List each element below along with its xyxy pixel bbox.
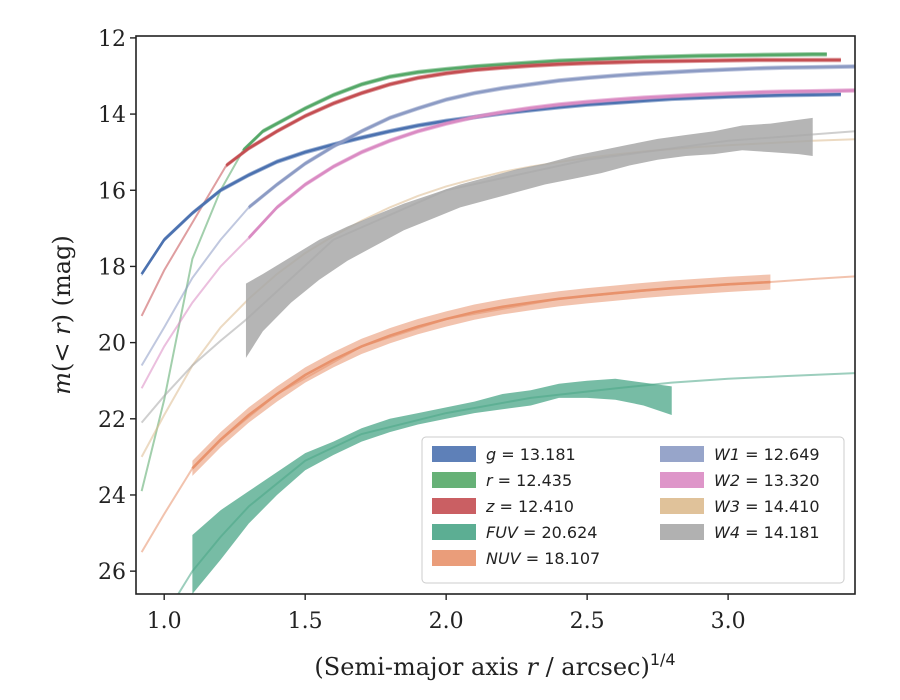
series-z-line bbox=[225, 58, 841, 167]
y-tick-label: 18 bbox=[98, 255, 126, 280]
series-w1-line bbox=[247, 65, 855, 209]
legend-swatch-nuv bbox=[432, 550, 476, 566]
series-w1-extrapolation bbox=[140, 206, 250, 366]
x-tick-label: 1.0 bbox=[147, 609, 182, 634]
legend-swatch-w4 bbox=[660, 524, 704, 540]
legend-label-w4: W4 = 14.181 bbox=[714, 523, 820, 542]
legend-swatch-r bbox=[432, 472, 476, 488]
x-axis-title: (Semi-major axis r / arcsec)1/4 bbox=[314, 650, 675, 681]
legend-label-r: r = 12.435 bbox=[486, 471, 572, 490]
legend-label-nuv: NUV = 18.107 bbox=[486, 549, 600, 568]
series-w2-line bbox=[247, 89, 855, 239]
series-r-line bbox=[242, 52, 827, 152]
x-tick-label: 1.5 bbox=[288, 609, 323, 634]
x-tick-label: 3.0 bbox=[711, 609, 746, 634]
legend-swatch-w1 bbox=[660, 446, 704, 462]
y-tick-label: 16 bbox=[98, 179, 126, 204]
series-nuv-band bbox=[192, 274, 771, 476]
y-axis-title: m(< r) (mag) bbox=[48, 235, 76, 395]
y-axis: 12 14 16 18 20 22 24 26 bbox=[98, 27, 136, 585]
series-w2-extrapolation bbox=[140, 237, 250, 389]
series-layer bbox=[140, 52, 855, 594]
plot-frame bbox=[135, 35, 856, 595]
y-tick-label: 22 bbox=[98, 408, 126, 433]
legend: g = 13.181 r = 12.435 z = 12.410 FUV = 20.6… bbox=[421, 436, 845, 584]
legend-label-w1: W1 = 12.649 bbox=[714, 445, 820, 464]
legend-swatch-z bbox=[432, 498, 476, 514]
legend-label-g: g = 13.181 bbox=[486, 445, 576, 464]
series-nuv-line bbox=[191, 280, 771, 470]
legend-label-z: z = 12.410 bbox=[485, 497, 574, 516]
series-w4-band bbox=[245, 117, 813, 358]
y-tick-label: 20 bbox=[98, 332, 126, 357]
legend-label-w2: W2 = 13.320 bbox=[714, 471, 820, 490]
x-tick-label: 2.0 bbox=[429, 609, 464, 634]
y-tick-label: 24 bbox=[98, 484, 126, 509]
series-fuv-band bbox=[192, 378, 672, 594]
legend-swatch-w2 bbox=[660, 472, 704, 488]
x-axis: 1.0 1.5 2.0 2.5 3.0 bbox=[147, 594, 746, 634]
legend-label-fuv: FUV = 20.624 bbox=[486, 523, 597, 542]
y-tick-label: 14 bbox=[98, 103, 126, 128]
x-tick-label: 2.5 bbox=[570, 609, 605, 634]
y-tick-label: 26 bbox=[98, 560, 126, 585]
y-tick-label: 12 bbox=[98, 27, 126, 52]
legend-swatch-g bbox=[432, 446, 476, 462]
legend-swatch-fuv bbox=[432, 524, 476, 540]
legend-swatch-w3 bbox=[660, 498, 704, 514]
series-z-extrapolation bbox=[140, 164, 228, 317]
series-z-band bbox=[226, 57, 841, 168]
legend-label-w3: W3 = 14.410 bbox=[714, 497, 820, 516]
legend-box bbox=[421, 436, 845, 584]
